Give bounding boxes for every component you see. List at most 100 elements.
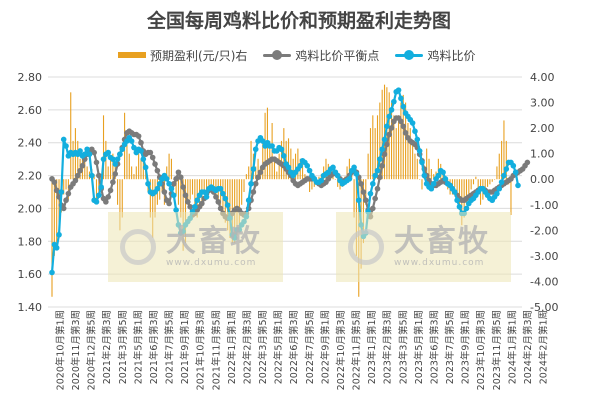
profit-bar <box>353 179 355 218</box>
profit-bar <box>56 179 58 244</box>
x-axis-tick-label: 2023年6月第3周 <box>428 310 440 384</box>
ratio-point <box>346 176 353 182</box>
profit-bar <box>175 179 177 195</box>
profit-bar <box>262 140 264 180</box>
profit-bar <box>128 153 130 180</box>
breakeven-point <box>77 167 83 174</box>
left-axis-tick-label: 2.20 <box>18 170 43 183</box>
profit-bar <box>372 115 374 180</box>
profit-bar <box>215 179 217 195</box>
profit-bar <box>390 102 393 180</box>
profit-bar <box>369 128 372 180</box>
profit-bar <box>292 158 294 180</box>
x-axis-tick-label: 2022年6月第3周 <box>288 310 300 384</box>
ratio-point <box>60 136 67 143</box>
ratio-point <box>114 156 121 162</box>
ratio-point <box>379 146 385 153</box>
ratio-point <box>131 144 137 151</box>
ratio-point <box>145 180 151 187</box>
breakeven-point <box>250 189 257 195</box>
x-axis-tick-label: 2020年10月第1周 <box>55 310 67 390</box>
x-axis-tick-label: 2022年9月第1周 <box>319 310 331 384</box>
ratio-point <box>224 202 231 208</box>
breakeven-point <box>96 172 102 179</box>
legend-label: 鸡料比价平衡点 <box>295 48 380 63</box>
watermark-left: 大畜牧 www.dxumu.com <box>108 212 283 282</box>
breakeven-point <box>170 180 177 187</box>
right-axis-tick-label: 1.00 <box>530 148 555 161</box>
profit-bar <box>255 166 257 180</box>
ratio-point <box>194 197 200 204</box>
breakeven-point <box>91 149 97 156</box>
profit-bar <box>304 174 306 180</box>
watermark-name: 大畜牧 <box>166 224 262 259</box>
ratio-point <box>419 159 425 166</box>
profit-bar <box>468 179 470 195</box>
profit-bar <box>135 166 137 180</box>
profit-bar <box>381 89 383 180</box>
breakeven-point <box>381 151 388 158</box>
ratio-point <box>278 146 285 153</box>
ratio-point <box>119 146 126 153</box>
profit-bar <box>241 179 243 205</box>
profit-bar <box>505 140 507 180</box>
x-axis-tick-label: 2024年1月第1周 <box>506 310 518 384</box>
left-axis-tick-label: 1.80 <box>18 235 43 248</box>
breakeven-point <box>213 194 219 200</box>
profit-bar <box>51 179 53 297</box>
breakeven-point <box>185 199 191 205</box>
ratio-point <box>435 172 442 179</box>
profit-bar <box>121 179 123 218</box>
profit-bar <box>290 148 292 180</box>
profit-bar <box>140 158 142 180</box>
breakeven-point <box>93 159 100 166</box>
legend-swatch-bar <box>118 52 146 58</box>
profit-bar <box>454 179 456 187</box>
profit-bar <box>220 179 222 205</box>
profit-bar <box>280 140 283 180</box>
ratio-point <box>367 190 374 197</box>
profit-bar <box>484 179 486 195</box>
ratio-point <box>451 189 458 195</box>
profit-bar <box>456 179 458 195</box>
legend-item-breakeven: 鸡料比价平衡点 <box>263 47 379 64</box>
legend-label: 预期盈利(元/只)右 <box>150 48 248 63</box>
breakeven-point <box>177 174 184 181</box>
ratio-point <box>140 156 147 162</box>
right-axis-tick-label: -3.00 <box>530 250 558 263</box>
right-axis-tick-label: -5.00 <box>530 301 558 314</box>
ratio-point <box>330 164 336 171</box>
breakeven-point <box>138 139 144 146</box>
x-axis-tick-label: 2022年11月第5周 <box>351 310 363 390</box>
ratio-point <box>105 149 112 156</box>
breakeven-point <box>257 169 264 176</box>
profit-bar <box>409 128 411 180</box>
profit-bar <box>414 153 416 180</box>
ratio-point <box>351 164 357 171</box>
profit-bar <box>472 179 475 185</box>
profit-bar <box>250 140 252 180</box>
profit-bar <box>86 166 88 180</box>
ratio-point <box>285 164 292 171</box>
ratio-point <box>269 143 275 149</box>
ratio-point <box>381 136 388 143</box>
right-axis-tick-label: -1.00 <box>530 199 558 212</box>
breakeven-point <box>51 179 58 185</box>
profit-bar <box>407 123 409 180</box>
ratio-point <box>49 269 55 276</box>
ratio-point <box>372 172 378 179</box>
breakeven-point <box>180 184 186 190</box>
legend-item-ratio: 鸡料比价 <box>395 47 475 64</box>
profit-bar <box>433 174 435 180</box>
profit-bar <box>191 179 194 195</box>
profit-bar <box>102 115 105 180</box>
ratio-point <box>428 185 435 192</box>
x-axis-tick-label: 2021年6月第3周 <box>148 310 160 384</box>
profit-bar <box>149 179 151 218</box>
profit-bar <box>187 179 189 205</box>
breakeven-point <box>252 180 259 187</box>
breakeven-point <box>74 172 81 179</box>
ratio-point <box>156 180 163 187</box>
x-axis-tick-label: 2021年5月第1周 <box>132 310 144 384</box>
x-axis-tick-label: 2023年10月第3周 <box>475 310 487 390</box>
